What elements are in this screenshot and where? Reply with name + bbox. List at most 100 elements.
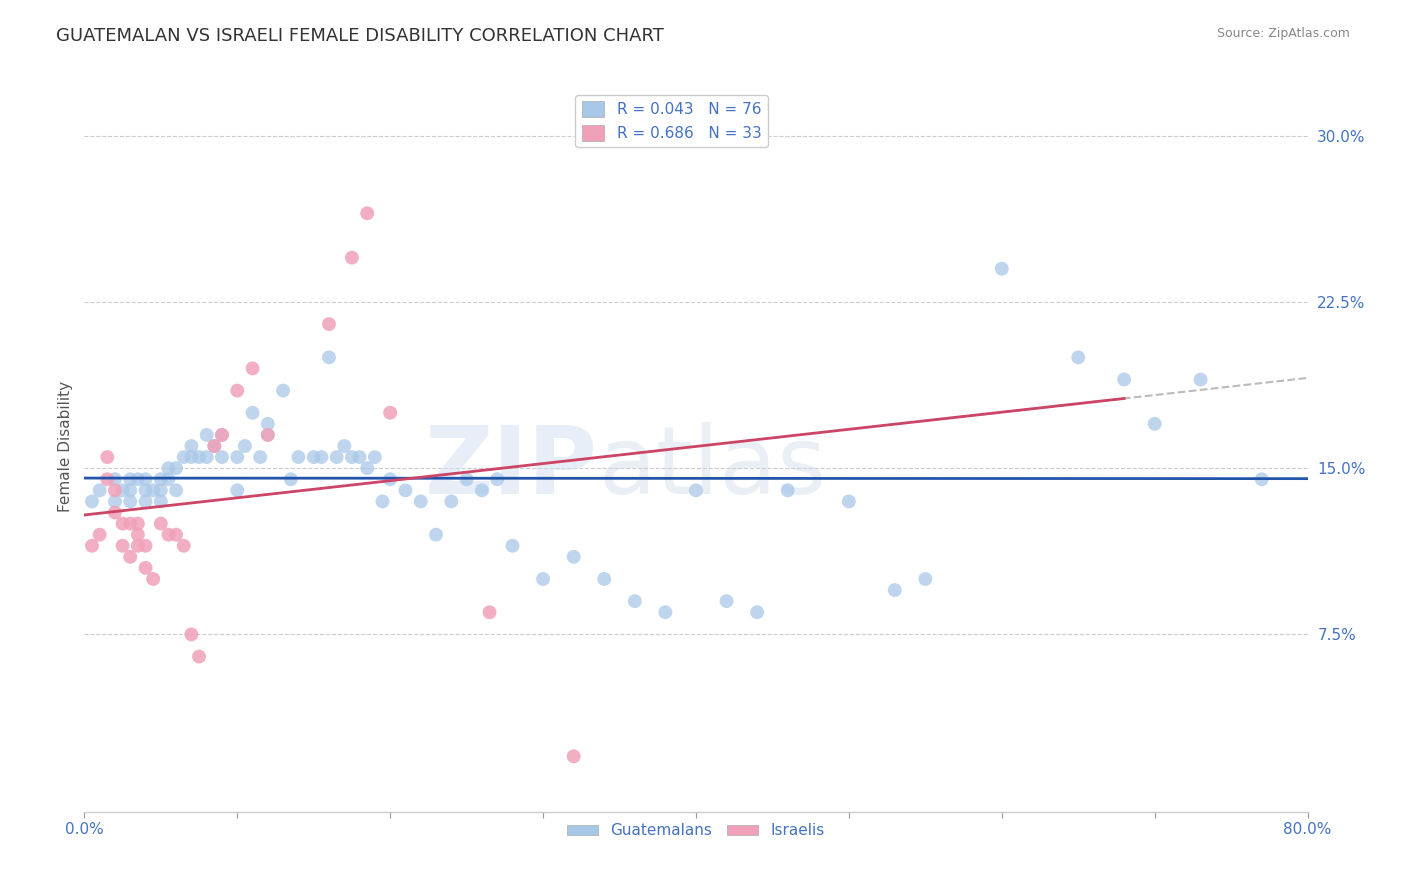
- Point: [502, 539, 524, 553]
- Point: [364, 450, 387, 464]
- Point: [486, 472, 509, 486]
- Point: [89, 527, 111, 541]
- Point: [654, 605, 676, 619]
- Point: [1189, 372, 1212, 386]
- Point: [127, 539, 149, 553]
- Point: [685, 483, 707, 498]
- Point: [211, 428, 233, 442]
- Point: [111, 483, 134, 498]
- Point: [776, 483, 799, 498]
- Point: [257, 428, 280, 442]
- Point: [624, 594, 647, 608]
- Point: [135, 539, 157, 553]
- Point: [120, 483, 142, 498]
- Point: [349, 450, 371, 464]
- Point: [195, 428, 218, 442]
- Point: [380, 472, 402, 486]
- Point: [104, 506, 127, 520]
- Point: [96, 450, 118, 464]
- Point: [195, 450, 218, 464]
- Point: [96, 472, 118, 486]
- Point: [257, 417, 280, 431]
- Point: [89, 483, 111, 498]
- Point: [478, 605, 501, 619]
- Point: [157, 472, 180, 486]
- Point: [120, 494, 142, 508]
- Point: [562, 549, 585, 564]
- Point: [371, 494, 394, 508]
- Point: [838, 494, 860, 508]
- Point: [340, 450, 363, 464]
- Point: [226, 384, 249, 398]
- Point: [202, 439, 225, 453]
- Point: [111, 516, 134, 531]
- Legend: Guatemalans, Israelis: Guatemalans, Israelis: [561, 817, 831, 845]
- Point: [142, 483, 165, 498]
- Point: [1114, 372, 1136, 386]
- Point: [120, 549, 142, 564]
- Point: [340, 251, 363, 265]
- Point: [180, 450, 202, 464]
- Point: [991, 261, 1014, 276]
- Point: [394, 483, 416, 498]
- Point: [120, 516, 142, 531]
- Point: [127, 472, 149, 486]
- Point: [135, 472, 157, 486]
- Point: [202, 439, 225, 453]
- Point: [149, 516, 172, 531]
- Point: [311, 450, 333, 464]
- Point: [211, 428, 233, 442]
- Point: [242, 361, 264, 376]
- Text: Source: ZipAtlas.com: Source: ZipAtlas.com: [1216, 27, 1350, 40]
- Point: [356, 461, 378, 475]
- Point: [271, 384, 294, 398]
- Point: [149, 494, 172, 508]
- Point: [135, 483, 157, 498]
- Point: [104, 472, 127, 486]
- Point: [1250, 472, 1272, 486]
- Point: [883, 583, 905, 598]
- Point: [157, 527, 180, 541]
- Point: [233, 439, 256, 453]
- Point: [165, 461, 187, 475]
- Point: [149, 472, 172, 486]
- Point: [211, 450, 233, 464]
- Point: [531, 572, 554, 586]
- Point: [287, 450, 309, 464]
- Point: [127, 516, 149, 531]
- Point: [80, 539, 103, 553]
- Point: [302, 450, 325, 464]
- Point: [173, 450, 195, 464]
- Y-axis label: Female Disability: Female Disability: [58, 380, 73, 512]
- Point: [173, 539, 195, 553]
- Point: [1143, 417, 1166, 431]
- Point: [318, 317, 340, 331]
- Point: [226, 450, 249, 464]
- Point: [142, 572, 165, 586]
- Point: [471, 483, 494, 498]
- Point: [165, 483, 187, 498]
- Point: [257, 428, 280, 442]
- Point: [425, 527, 447, 541]
- Point: [325, 450, 347, 464]
- Point: [104, 494, 127, 508]
- Point: [135, 494, 157, 508]
- Point: [127, 527, 149, 541]
- Point: [356, 206, 378, 220]
- Point: [409, 494, 432, 508]
- Point: [380, 406, 402, 420]
- Point: [188, 450, 211, 464]
- Point: [80, 494, 103, 508]
- Point: [180, 439, 202, 453]
- Point: [104, 483, 127, 498]
- Point: [440, 494, 463, 508]
- Point: [747, 605, 769, 619]
- Point: [242, 406, 264, 420]
- Point: [593, 572, 616, 586]
- Point: [716, 594, 738, 608]
- Point: [914, 572, 936, 586]
- Point: [562, 749, 585, 764]
- Point: [188, 649, 211, 664]
- Point: [157, 461, 180, 475]
- Point: [333, 439, 356, 453]
